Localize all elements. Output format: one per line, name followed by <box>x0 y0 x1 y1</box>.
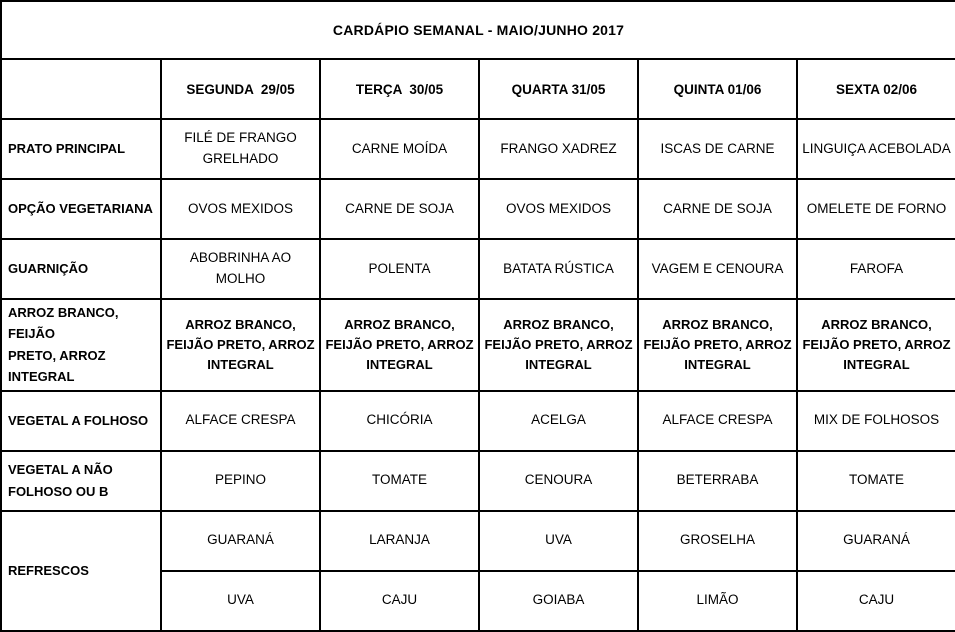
row-label-vegetal-folhoso: VEGETAL A FOLHOSO <box>0 389 162 452</box>
column-header-monday: SEGUNDA 29/05 <box>160 58 321 120</box>
menu-cell: GUARANÁ <box>160 509 321 572</box>
row-label-guarnicao: GUARNIÇÃO <box>0 238 162 300</box>
menu-cell: FAROFA <box>795 238 955 300</box>
menu-cell: GUARANÁ <box>795 509 955 572</box>
title-row: CARDÁPIO SEMANAL - MAIO/JUNHO 2017 <box>0 0 955 60</box>
menu-cell: FILÉ DE FRANGO GRELHADO <box>160 118 321 180</box>
column-header-friday: SEXTA 02/06 <box>795 58 955 120</box>
menu-cell: POLENTA <box>319 238 480 300</box>
table-row-vegetal-folhoso: VEGETAL A FOLHOSO ALFACE CRESPA CHICÓRIA… <box>0 389 955 452</box>
row-label-refrescos: REFRESCOS <box>0 509 162 632</box>
menu-cell: CARNE DE SOJA <box>637 178 798 240</box>
menu-cell: CHICÓRIA <box>319 389 480 452</box>
menu-cell: LINGUIÇA ACEBOLADA <box>795 118 955 180</box>
menu-cell: UVA <box>478 509 639 572</box>
row-label-prato-principal: PRATO PRINCIPAL <box>0 118 162 180</box>
menu-cell: ARROZ BRANCO, FEIJÃO PRETO, ARROZ INTEGR… <box>795 298 955 392</box>
menu-cell: VAGEM E CENOURA <box>637 238 798 300</box>
menu-cell: LARANJA <box>319 509 480 572</box>
menu-cell: MIX DE FOLHOSOS <box>795 389 955 452</box>
menu-cell: ARROZ BRANCO, FEIJÃO PRETO, ARROZ INTEGR… <box>160 298 321 392</box>
menu-cell: BETERRABA <box>637 449 798 512</box>
row-label-opcao-vegetariana: OPÇÃO VEGETARIANA <box>0 178 162 240</box>
menu-cell: ALFACE CRESPA <box>160 389 321 452</box>
menu-cell: TOMATE <box>319 449 480 512</box>
menu-cell: ARROZ BRANCO, FEIJÃO PRETO, ARROZ INTEGR… <box>478 298 639 392</box>
menu-cell: CARNE MOÍDA <box>319 118 480 180</box>
menu-cell: BATATA RÚSTICA <box>478 238 639 300</box>
table-row-prato-principal: PRATO PRINCIPAL FILÉ DE FRANGO GRELHADO … <box>0 118 955 180</box>
table-row-guarnicao: GUARNIÇÃO ABOBRINHA AO MOLHO POLENTA BAT… <box>0 238 955 300</box>
column-header-tuesday: TERÇA 30/05 <box>319 58 480 120</box>
page-title: CARDÁPIO SEMANAL - MAIO/JUNHO 2017 <box>0 0 955 60</box>
menu-cell: ACELGA <box>478 389 639 452</box>
menu-cell: ABOBRINHA AO MOLHO <box>160 238 321 300</box>
menu-cell: TOMATE <box>795 449 955 512</box>
menu-cell: GROSELHA <box>637 509 798 572</box>
corner-empty-cell <box>0 58 162 120</box>
menu-cell: ISCAS DE CARNE <box>637 118 798 180</box>
column-header-thursday: QUINTA 01/06 <box>637 58 798 120</box>
menu-cell: OVOS MEXIDOS <box>478 178 639 240</box>
menu-cell: ARROZ BRANCO, FEIJÃO PRETO, ARROZ INTEGR… <box>319 298 480 392</box>
menu-cell: ARROZ BRANCO, FEIJÃO PRETO, ARROZ INTEGR… <box>637 298 798 392</box>
menu-cell: FRANGO XADREZ <box>478 118 639 180</box>
menu-cell: CARNE DE SOJA <box>319 178 480 240</box>
table-row-refrescos-1: REFRESCOS GUARANÁ LARANJA UVA GROSELHA G… <box>0 509 955 632</box>
table-row-arroz-feijao: ARROZ BRANCO, FEIJÃO PRETO, ARROZ INTEGR… <box>0 298 955 392</box>
menu-cell: ALFACE CRESPA <box>637 389 798 452</box>
table-row-vegetal-nao-folhoso: VEGETAL A NÃO FOLHOSO OU B PEPINO TOMATE… <box>0 449 955 512</box>
day-header-row: SEGUNDA 29/05 TERÇA 30/05 QUARTA 31/05 Q… <box>0 58 955 120</box>
column-header-wednesday: QUARTA 31/05 <box>478 58 639 120</box>
menu-cell: OMELETE DE FORNO <box>795 178 955 240</box>
menu-cell: OVOS MEXIDOS <box>160 178 321 240</box>
menu-cell: CENOURA <box>478 449 639 512</box>
row-label-arroz-feijao: ARROZ BRANCO, FEIJÃO PRETO, ARROZ INTEGR… <box>0 298 162 392</box>
menu-cell: PEPINO <box>160 449 321 512</box>
table-row-opcao-vegetariana: OPÇÃO VEGETARIANA OVOS MEXIDOS CARNE DE … <box>0 178 955 240</box>
row-label-vegetal-nao-folhoso: VEGETAL A NÃO FOLHOSO OU B <box>0 449 162 512</box>
